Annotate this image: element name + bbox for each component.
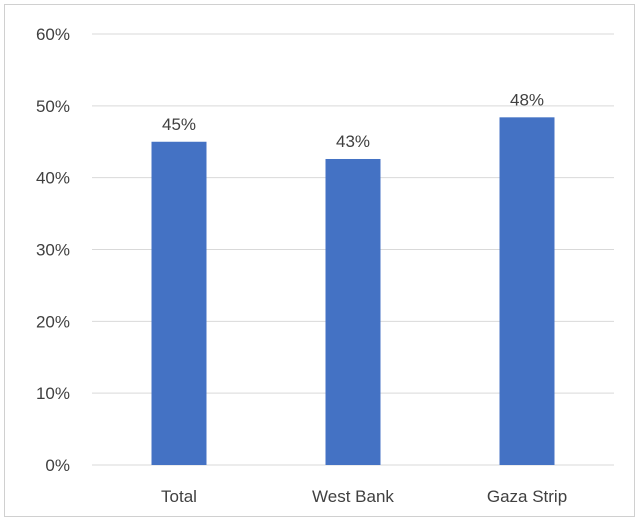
bar-gaza-strip <box>499 117 555 466</box>
x-category-label: West Bank <box>312 487 394 506</box>
y-tick-label: 30% <box>36 241 70 260</box>
y-axis-tick-labels: 0% 10% 20% 30% 40% 50% 60% <box>36 25 70 475</box>
data-label: 43% <box>336 132 370 151</box>
y-tick-label: 20% <box>36 312 70 331</box>
y-tick-label: 60% <box>36 25 70 44</box>
y-tick-label: 40% <box>36 169 70 188</box>
bar-west-bank <box>325 158 381 466</box>
x-category-label: Total <box>161 487 197 506</box>
y-tick-label: 10% <box>36 384 70 403</box>
data-label: 45% <box>162 115 196 134</box>
y-tick-label: 50% <box>36 97 70 116</box>
y-tick-label: 0% <box>45 456 70 475</box>
data-labels: 45% 43% 48% <box>162 90 544 151</box>
bars <box>151 117 555 466</box>
bar-total <box>151 141 207 465</box>
x-category-label: Gaza Strip <box>487 487 567 506</box>
data-label: 48% <box>510 90 544 109</box>
x-axis-category-labels: Total West Bank Gaza Strip <box>161 487 567 506</box>
